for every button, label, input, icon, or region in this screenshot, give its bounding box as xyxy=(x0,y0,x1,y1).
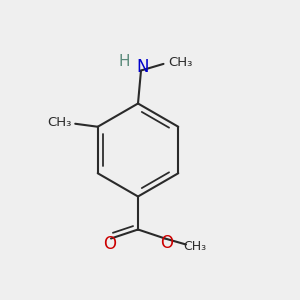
Text: N: N xyxy=(136,58,149,76)
Text: O: O xyxy=(160,234,173,252)
Text: CH₃: CH₃ xyxy=(168,56,193,69)
Text: CH₃: CH₃ xyxy=(47,116,71,129)
Text: CH₃: CH₃ xyxy=(183,240,206,253)
Text: O: O xyxy=(103,235,117,253)
Text: H: H xyxy=(119,54,130,69)
